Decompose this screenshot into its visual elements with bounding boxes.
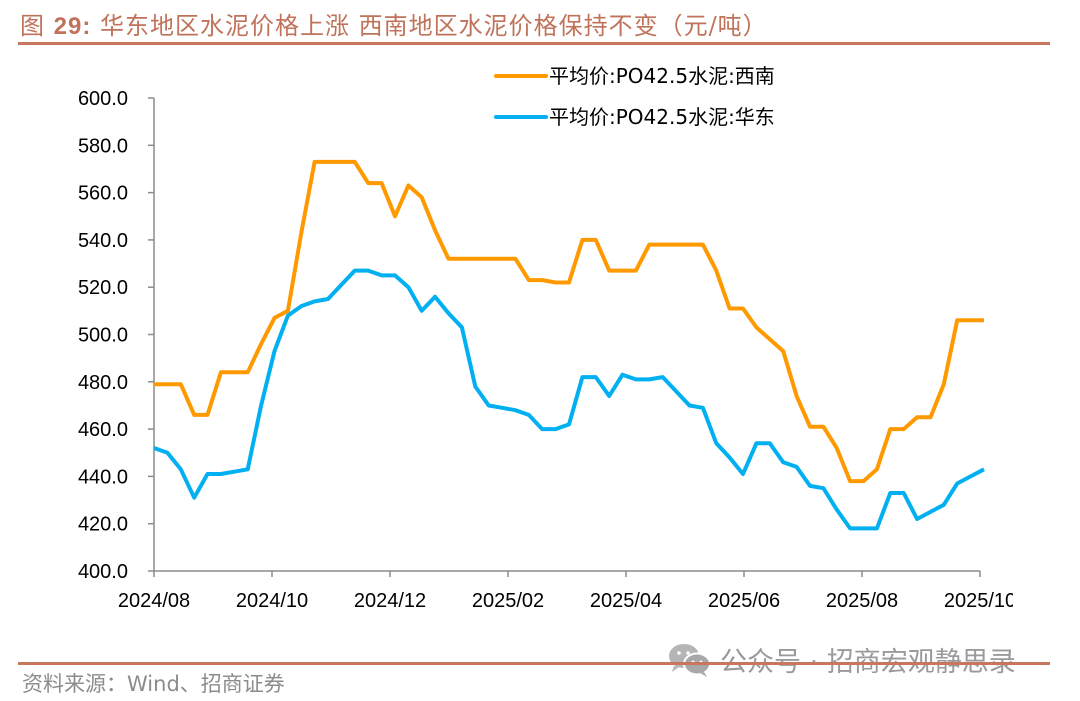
- watermark-text: 公众号 · 招商宏观静思录: [720, 647, 1016, 678]
- x-tick-label: 2025/06: [708, 590, 780, 612]
- x-tick-label: 2025/02: [472, 590, 544, 612]
- wechat-icon: [668, 642, 712, 678]
- y-tick-label: 580.0: [78, 135, 128, 157]
- y-tick-label: 460.0: [78, 419, 128, 441]
- y-tick-label: 520.0: [78, 277, 128, 299]
- y-axis: 600.0 580.0 560.0 540.0 520.0 500.0 480.0 460.0…: [78, 88, 155, 583]
- x-tick-label: 2024/12: [354, 590, 426, 612]
- y-tick-label: 400.0: [78, 561, 128, 583]
- title-rule: [18, 42, 1050, 45]
- series-line-east: [153, 268, 985, 531]
- title-text: 华东地区水泥价格上涨 西南地区水泥价格保持不变（元/吨）: [99, 12, 768, 40]
- y-tick-label: 500.0: [78, 325, 128, 347]
- series-layer: [153, 159, 985, 531]
- title-prefix: 图: [20, 12, 45, 40]
- x-tick-label: 2024/10: [236, 590, 308, 612]
- footer-rule: [18, 662, 1050, 665]
- y-tick-label: 440.0: [78, 466, 128, 488]
- y-tick-label: 560.0: [78, 183, 128, 205]
- title-number: 29:: [53, 13, 92, 40]
- x-tick-label: 2025/10: [944, 590, 1016, 612]
- x-tick-label: 2024/08: [118, 590, 190, 612]
- x-axis: 2024/08 2024/10 2024/12 2025/02 2025/04 2025/…: [118, 570, 1016, 612]
- y-tick-label: 600.0: [78, 88, 128, 110]
- legend-label: 平均价:PO42.5水泥:西南: [549, 64, 775, 88]
- chart-title: 图 29: 华东地区水泥价格上涨 西南地区水泥价格保持不变（元/吨）: [20, 6, 768, 41]
- x-tick-label: 2025/04: [590, 590, 662, 612]
- watermark: 公众号 · 招商宏观静思录: [668, 640, 1016, 679]
- y-tick-label: 540.0: [78, 230, 128, 252]
- x-tick-label: 2025/08: [826, 590, 898, 612]
- y-tick-label: 480.0: [78, 372, 128, 394]
- source-note: 资料来源：Wind、招商证券: [22, 672, 285, 696]
- legend-label: 平均价:PO42.5水泥:华东: [549, 105, 775, 129]
- series-line-southwest: [154, 159, 984, 484]
- y-tick-label: 420.0: [78, 514, 128, 536]
